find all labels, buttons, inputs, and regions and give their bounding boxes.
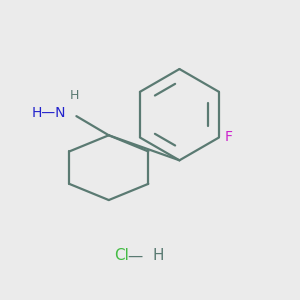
Text: H: H bbox=[153, 248, 164, 263]
Text: H: H bbox=[70, 89, 80, 102]
Text: F: F bbox=[224, 130, 232, 145]
Text: —: — bbox=[128, 248, 143, 263]
Text: Cl: Cl bbox=[115, 248, 129, 263]
Text: H—N: H—N bbox=[32, 106, 66, 120]
